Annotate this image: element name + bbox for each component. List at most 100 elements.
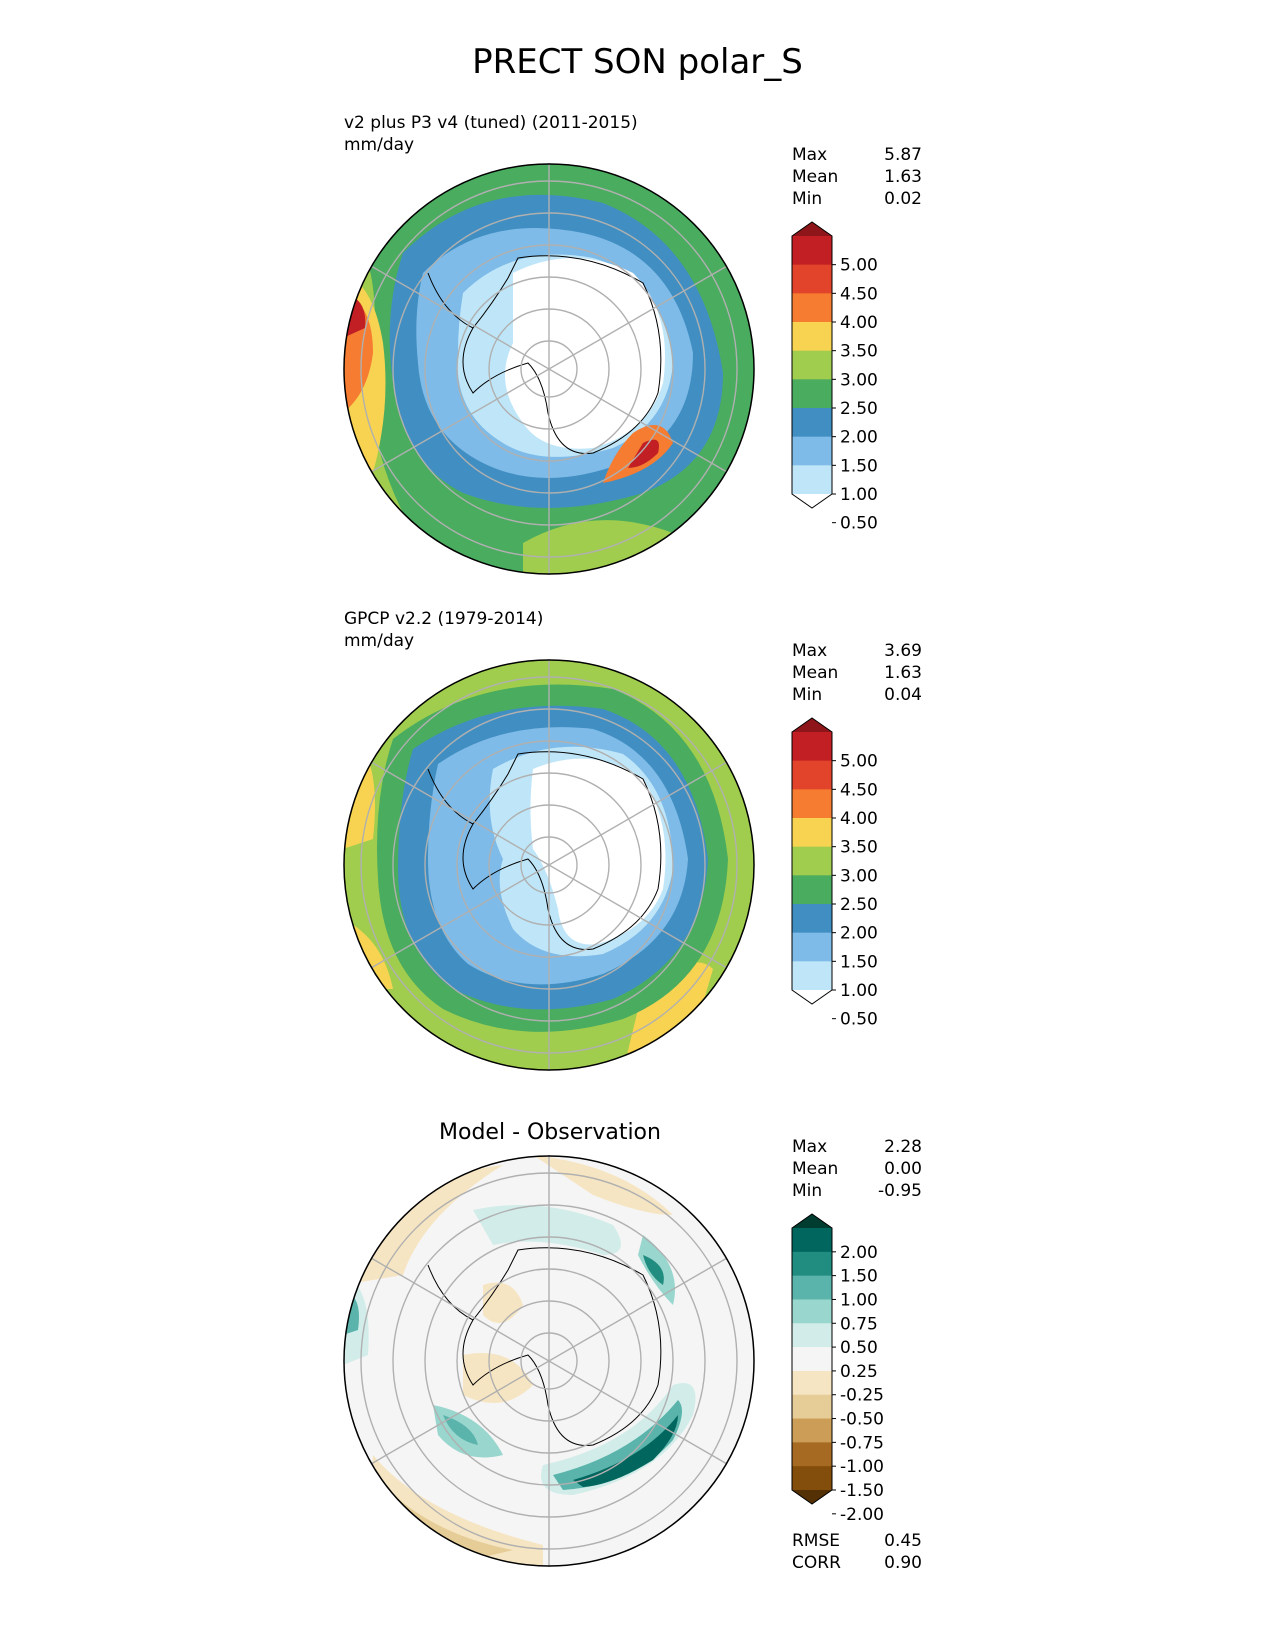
colorbar-observation: 5.00 4.50 4.00 3.50 3.00 2.50 2.00 1.50 1.00 0.50	[791, 717, 878, 1030]
colorbar-difference-tick-label: -0.50	[840, 1410, 884, 1430]
stat-label: Max	[792, 1137, 828, 1157]
colorbar-observation-tick-label: 4.00	[840, 809, 878, 829]
colorbar-model-extend-max	[792, 222, 832, 236]
stat-label: Mean	[792, 1159, 839, 1179]
colorbar-difference-segment	[792, 1323, 832, 1348]
colorbar-observation-segment	[792, 760, 832, 790]
colorbar-observation-extend-max	[792, 718, 832, 732]
stat-value: 1.63	[884, 167, 922, 187]
polar-map-model	[343, 163, 755, 575]
colorbar-difference-segment	[792, 1394, 832, 1420]
colorbar-difference-tick-label: -0.75	[840, 1433, 884, 1453]
panel-1-units: mm/day	[344, 135, 415, 155]
stat-value: 0.04	[884, 685, 922, 705]
colorbar-model: 5.00 4.50 4.00 3.50 3.00 2.50 2.00 1.50 1.00 0.50	[791, 221, 878, 534]
colorbar-observation-segment	[792, 732, 832, 762]
colorbar-model-segment	[792, 436, 832, 466]
colorbar-difference-tick-label: 1.50	[840, 1267, 878, 1287]
panel-2-title: GPCP v2.2 (1979-2014) mm/day	[344, 608, 543, 652]
figure-title: PRECT SON polar_S	[472, 42, 803, 82]
panel-2-units: mm/day	[344, 631, 415, 651]
colorbar-observation-segment	[792, 818, 832, 848]
colorbar-observation-tick-label: 0.50	[840, 1010, 878, 1030]
colorbar-observation-extend-min	[792, 990, 832, 1004]
colorbar-difference-tick-label: -1.00	[840, 1457, 884, 1477]
colorbar-difference-segment	[792, 1347, 832, 1372]
colorbar-model-segment	[792, 322, 832, 352]
stat-label: Max	[792, 641, 828, 661]
colorbar-observation-tick-label: 2.50	[840, 895, 878, 915]
polar-map-observation	[343, 659, 755, 1071]
colorbar-model-tick-label: 4.50	[840, 284, 878, 304]
colorbar-observation-tick-label: 1.50	[840, 952, 878, 972]
colorbar-observation-tick-label: 3.00	[840, 866, 878, 886]
stat-label: Min	[792, 189, 823, 209]
colorbar-model-tick-label: 1.00	[840, 485, 878, 505]
colorbar-difference-tick-label: 1.00	[840, 1290, 878, 1310]
colorbar-observation-tick-label: 3.50	[840, 838, 878, 858]
colorbar-observation-segment	[792, 904, 832, 934]
colorbar-difference-tick-label: 2.00	[840, 1243, 878, 1263]
stat-label: Min	[792, 685, 823, 705]
colorbar-difference-segment	[792, 1275, 832, 1300]
colorbar-difference-segment	[792, 1418, 832, 1443]
colorbar-difference-extend-max	[792, 1214, 832, 1228]
colorbar-model-segment	[792, 379, 832, 409]
panel-3-stats: Max 2.28 Mean 0.00 Min -0.95	[792, 1136, 922, 1202]
colorbar-model-extend-min	[792, 494, 832, 508]
stat-label: Max	[792, 145, 828, 165]
colorbar-difference-tick-label: 0.75	[840, 1314, 878, 1334]
colorbar-model-segment	[792, 465, 832, 495]
panel-1-name: v2 plus P3 v4 (tuned) (2011-2015)	[344, 113, 638, 133]
colorbar-observation-segment	[792, 789, 832, 819]
colorbar-difference-tick-label: 0.25	[840, 1362, 878, 1382]
panel-2-stats: Max 3.69 Mean 1.63 Min 0.04	[792, 640, 922, 706]
colorbar-difference-tick-label: -2.00	[840, 1505, 884, 1525]
colorbar-model-tick-label: 5.00	[840, 256, 878, 276]
colorbar-model-tick-label: 4.00	[840, 313, 878, 333]
colorbar-difference-segment	[792, 1370, 832, 1396]
colorbar-model-segment	[792, 236, 832, 266]
colorbar-difference-segment	[792, 1251, 832, 1277]
colorbar-difference-segment	[792, 1466, 832, 1491]
colorbar-difference: 2.00 1.50 1.00 0.75 0.50 0.25 -0.25 -0.50 -0.75 -…	[791, 1213, 884, 1525]
metric-label: RMSE	[792, 1531, 841, 1551]
colorbar-model-tick-label: 0.50	[840, 514, 878, 534]
colorbar-observation-segment	[792, 875, 832, 905]
panel-1-title: v2 plus P3 v4 (tuned) (2011-2015) mm/day	[344, 112, 638, 156]
colorbar-difference-segment	[792, 1442, 832, 1467]
stat-value: 0.02	[884, 189, 922, 209]
stat-label: Mean	[792, 663, 839, 683]
colorbar-difference-segment	[792, 1299, 832, 1324]
colorbar-observation-tick-label: 5.00	[840, 752, 878, 772]
colorbar-observation-tick-label: 2.00	[840, 924, 878, 944]
colorbar-difference-tick-label: -0.25	[840, 1386, 884, 1406]
stat-value: 5.87	[884, 145, 922, 165]
colorbar-difference-tick-label: 0.50	[840, 1338, 878, 1358]
colorbar-model-tick-label: 3.50	[840, 342, 878, 362]
colorbar-difference-segment	[792, 1228, 832, 1253]
colorbar-observation-segment	[792, 932, 832, 962]
colorbar-model-segment	[792, 264, 832, 294]
stat-value: 0.00	[884, 1159, 922, 1179]
colorbar-difference-tick-label: -1.50	[840, 1481, 884, 1501]
colorbar-model-segment	[792, 293, 832, 323]
stat-label: Min	[792, 1181, 823, 1201]
stat-value: 1.63	[884, 663, 922, 683]
colorbar-model-segment	[792, 408, 832, 438]
metric-value: 0.45	[884, 1531, 922, 1551]
panel-2-name: GPCP v2.2 (1979-2014)	[344, 609, 544, 629]
colorbar-model-tick-label: 2.50	[840, 399, 878, 419]
metric-value: 0.90	[884, 1553, 922, 1573]
colorbar-observation-segment	[792, 846, 832, 876]
colorbar-observation-tick-label: 1.00	[840, 981, 878, 1001]
stat-value: -0.95	[878, 1181, 922, 1201]
stat-value: 2.28	[884, 1137, 922, 1157]
colorbar-difference-extend-min	[792, 1490, 832, 1504]
polar-map-difference	[343, 1155, 755, 1567]
panel-3-title: Model - Observation	[439, 1120, 661, 1145]
colorbar-model-tick-label: 1.50	[840, 456, 878, 476]
colorbar-model-tick-label: 3.00	[840, 370, 878, 390]
colorbar-observation-tick-label: 4.50	[840, 780, 878, 800]
stat-value: 3.69	[884, 641, 922, 661]
